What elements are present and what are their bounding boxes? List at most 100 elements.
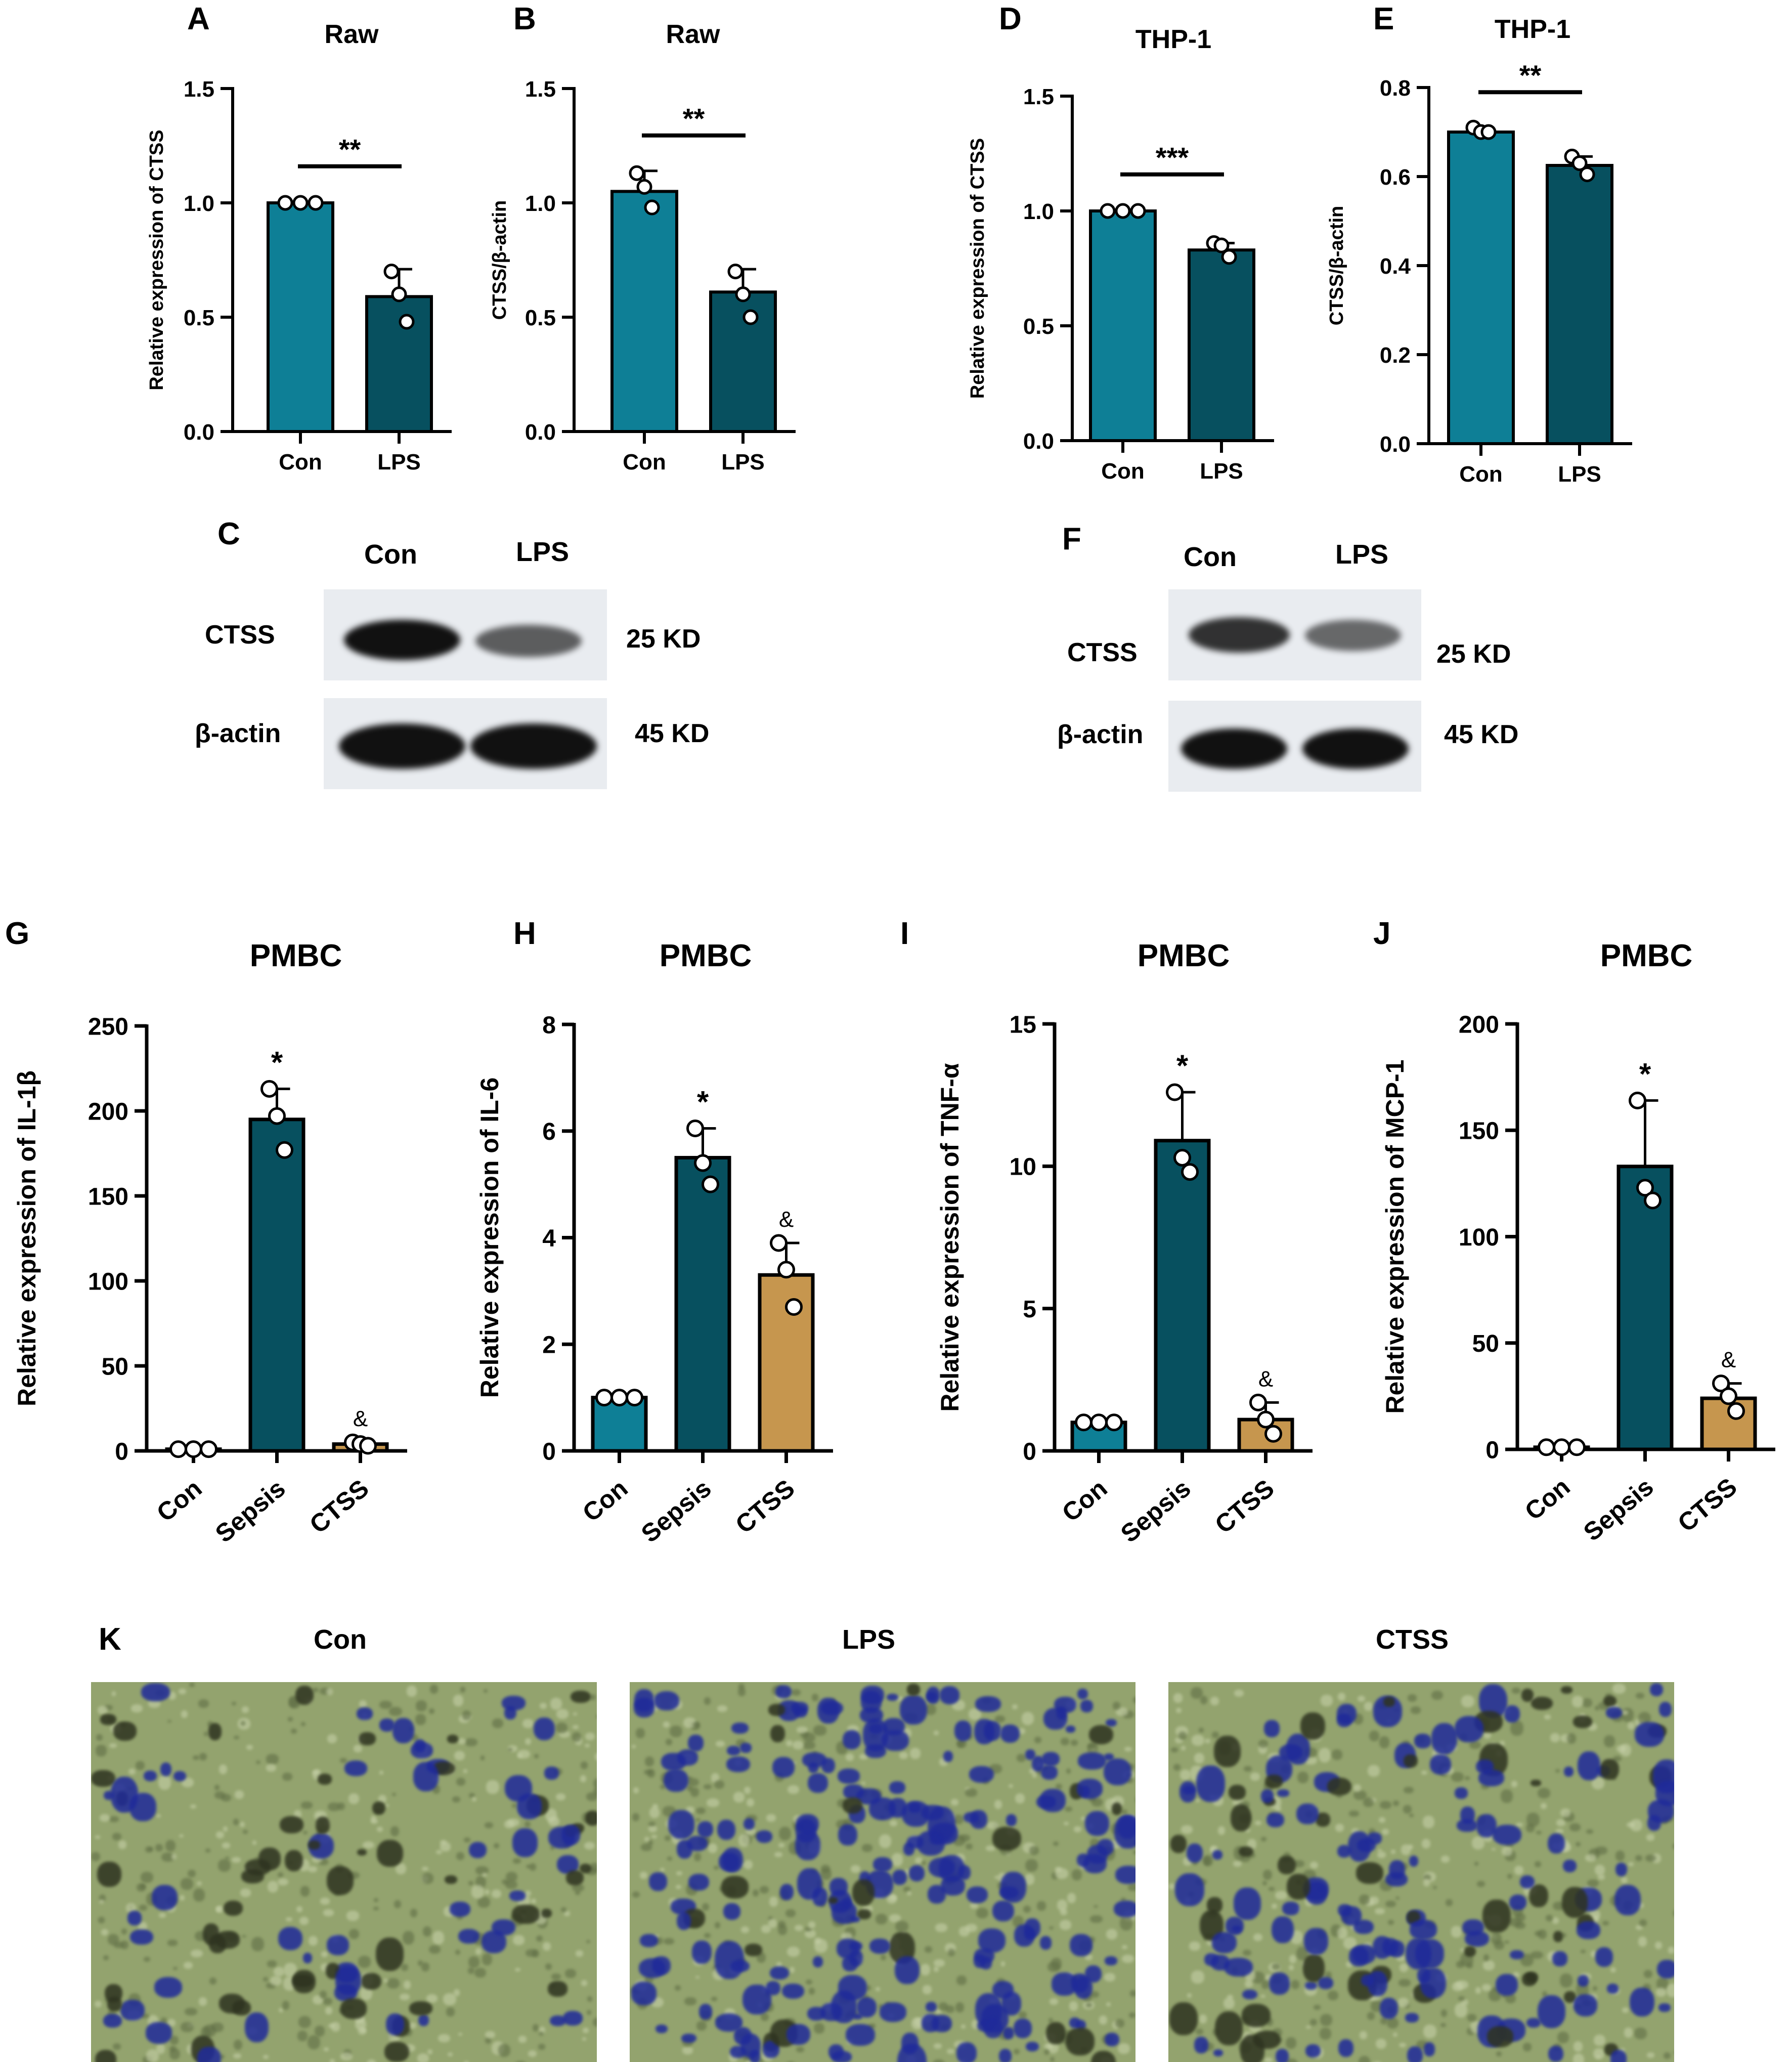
- micrograph-texture: [462, 1710, 471, 1720]
- stained-cell: [880, 2002, 907, 2022]
- micrograph-texture: [463, 2060, 469, 2062]
- stained-cell: [1066, 1726, 1075, 1733]
- micrograph-texture: [803, 1733, 815, 1743]
- stained-cell: [1076, 1779, 1103, 1799]
- stained-cell: [688, 1735, 704, 1751]
- chart-A-y-tick-label: 1.0: [184, 191, 214, 216]
- chart-A-y-tick-label: 0.5: [184, 306, 214, 330]
- micrograph-texture: [768, 1919, 777, 1928]
- micrograph-texture: [263, 2055, 269, 2059]
- blot-C-lane-label-lps: LPS: [516, 537, 570, 567]
- chart-G-data-point: [359, 1437, 377, 1455]
- micrograph-texture: [218, 1859, 231, 1872]
- stained-cell: [1361, 1974, 1374, 1987]
- micrograph-texture: [814, 1939, 827, 1953]
- stained-cell: [860, 1690, 882, 1713]
- stained-cell: [295, 1686, 314, 1705]
- stained-cell: [692, 1941, 712, 1964]
- micrograph-texture: [935, 1923, 947, 1932]
- micrograph-texture: [651, 1834, 657, 1838]
- micrograph-texture: [1191, 1970, 1204, 1984]
- chart-G-data-point: [260, 1080, 278, 1098]
- micrograph-texture: [738, 1834, 750, 1847]
- stained-cell: [379, 1718, 395, 1732]
- chart-J-y-tick-label: 50: [1472, 1330, 1499, 1357]
- chart-D-x-tick-label: LPS: [1200, 459, 1243, 484]
- micrograph-texture: [768, 1916, 773, 1921]
- micrograph-texture: [171, 1854, 177, 1860]
- chart-B-title: Raw: [666, 20, 720, 49]
- stained-cell: [1462, 1919, 1484, 1936]
- micrograph-texture: [1255, 1821, 1261, 1826]
- micrograph-texture: [1380, 2017, 1387, 2025]
- stained-cell: [1649, 1683, 1664, 1696]
- micrograph-texture: [1084, 1954, 1093, 1961]
- micrograph-texture: [322, 1997, 332, 2005]
- stained-cell: [869, 1724, 883, 1734]
- micrograph-texture: [1009, 1784, 1014, 1788]
- stained-cell: [649, 1872, 667, 1891]
- micrograph-texture: [286, 1917, 293, 1922]
- stained-cell: [908, 1865, 925, 1882]
- micrograph-texture: [745, 1828, 756, 1836]
- stained-cell: [1278, 1856, 1296, 1875]
- micrograph-texture: [704, 1933, 711, 1938]
- micrograph-texture: [1474, 1862, 1478, 1866]
- stained-cell: [1228, 1785, 1246, 1800]
- chart-I-x-tick-label: CTSS: [1209, 1474, 1279, 1539]
- chart-G-x-tick-label: Con: [151, 1474, 207, 1527]
- micrograph-texture: [430, 1685, 438, 1694]
- chart-J-data-point: [1538, 1438, 1555, 1456]
- micrograph-texture: [319, 1990, 327, 1999]
- micrograph-texture: [1019, 2011, 1027, 2018]
- micrograph-texture: [1622, 2007, 1629, 2013]
- stained-cell: [278, 1926, 302, 1951]
- micrograph-texture: [1117, 2043, 1130, 2054]
- micrograph-texture: [480, 1755, 485, 1760]
- chart-I-data-point: [1257, 1410, 1275, 1429]
- micrograph-texture: [95, 2000, 102, 2008]
- micrograph-texture: [1621, 1710, 1629, 1715]
- micrograph-texture: [1057, 1899, 1067, 1911]
- micrograph-label-con: Con: [314, 1624, 367, 1655]
- micrograph-texture: [1582, 1698, 1592, 1708]
- stained-cell: [308, 1840, 321, 1850]
- micrograph-texture: [585, 1733, 595, 1740]
- micrograph-texture: [687, 1785, 693, 1792]
- micrograph-texture: [325, 2006, 332, 2014]
- stained-cell: [1561, 1686, 1573, 1694]
- stained-cell: [769, 1966, 789, 1980]
- micrograph-texture: [1353, 1790, 1367, 1800]
- chart-E-bar-con: [1447, 131, 1515, 445]
- micrograph-texture: [760, 2012, 769, 2022]
- micrograph-texture: [1399, 2042, 1407, 2048]
- stained-cell: [634, 1689, 654, 1712]
- chart-G-x-tick-label: CTSS: [304, 1474, 374, 1539]
- blot-F-protein-ctss: CTSS: [1067, 638, 1138, 667]
- stained-cell: [731, 1722, 749, 1734]
- stained-cell: [100, 1714, 116, 1725]
- micrograph-texture: [1319, 2027, 1331, 2040]
- micrograph-texture: [1064, 1807, 1073, 1812]
- micrograph-texture: [1602, 1921, 1609, 1925]
- micrograph-texture: [1610, 1967, 1616, 1973]
- chart-H-marker: *: [697, 1085, 709, 1119]
- stained-cell: [807, 1773, 828, 1793]
- micrograph-texture: [421, 1873, 434, 1884]
- micrograph-texture: [1289, 1955, 1297, 1963]
- micrograph-texture: [482, 1872, 488, 1877]
- micrograph-texture: [1053, 1841, 1059, 1846]
- stained-cell: [1562, 1886, 1588, 1918]
- blot-C-size-actin: 45 KD: [635, 719, 710, 748]
- micrograph-texture: [525, 1821, 531, 1827]
- micrograph-texture: [165, 1839, 176, 1852]
- stained-cell: [129, 1793, 157, 1822]
- micrograph-texture: [340, 2052, 353, 2061]
- micrograph-texture: [761, 1924, 771, 1934]
- micrograph-texture: [647, 1840, 653, 1845]
- micrograph-texture: [1223, 1997, 1235, 2009]
- micrograph-texture: [103, 1955, 109, 1961]
- micrograph-texture: [1423, 1879, 1430, 1887]
- micrograph-texture: [716, 1741, 725, 1747]
- stained-cell: [721, 1876, 749, 1899]
